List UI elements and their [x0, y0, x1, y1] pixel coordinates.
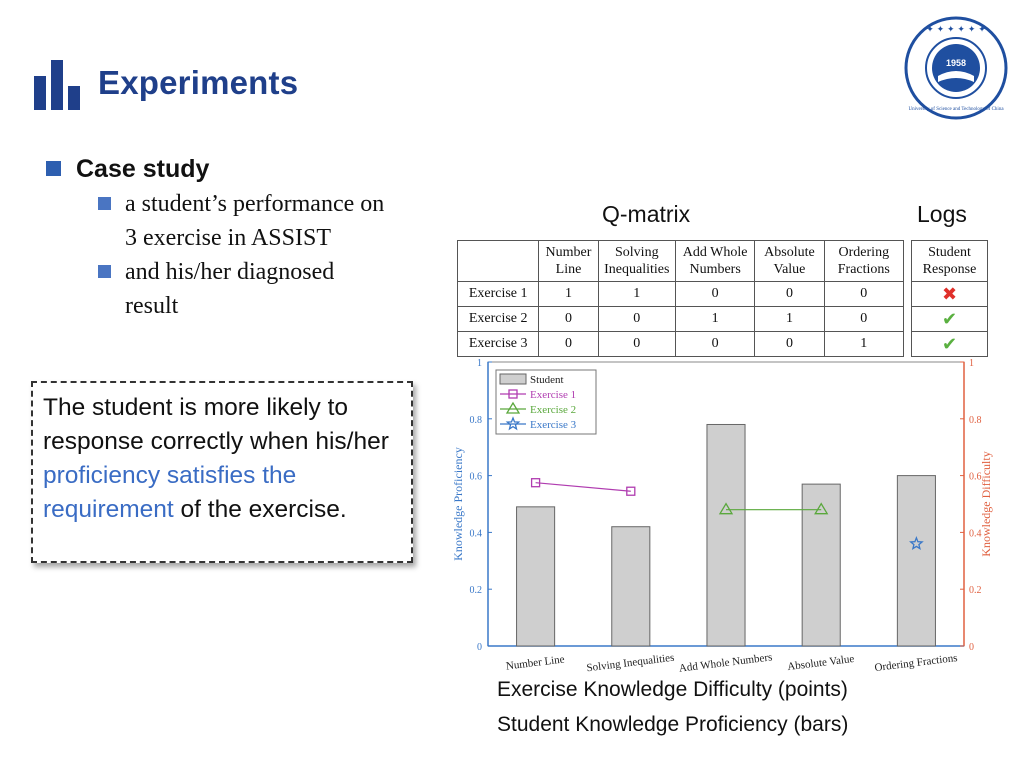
bullet-case-study: Case study: [76, 155, 210, 183]
wrong-cross-icon: ✖: [941, 283, 958, 305]
sub-bullet-square-icon: [98, 197, 111, 210]
university-seal: 1958 ✦ ✦ ✦ ✦ ✦ ✦ University of Science a…: [904, 16, 1008, 120]
right-tick-label: 0.2: [969, 585, 982, 596]
point-marker: [508, 389, 518, 399]
point-marker: [530, 478, 541, 488]
right-tick-label: 0.8: [969, 415, 982, 426]
bar-student: [896, 475, 936, 647]
left-tick-label: 0.2: [470, 585, 483, 596]
point-marker: [626, 486, 636, 496]
correct-check-icon: ✔: [941, 333, 958, 355]
qmatrix-label: Q-matrix: [602, 201, 691, 227]
x-tick-label: Number Line: [505, 653, 565, 672]
proficiency-chart: 0 0 0.2 0.2 0.4 0.4 0.6 0.6 0.8 0.8 1 1 Number Line S…: [451, 358, 993, 674]
logs-table: Student Response ✖ ✔ ✔: [911, 240, 988, 357]
caption-difficulty: Exercise Knowledge Difficulty (points): [497, 678, 848, 701]
series-line: [535, 482, 631, 492]
callout-box: The student is more likely to response c…: [31, 381, 413, 563]
right-tick-label: 0: [969, 642, 974, 653]
legend-swatch-student: [499, 373, 527, 385]
left-tick-label: 0.8: [470, 415, 483, 426]
point-marker: [814, 502, 829, 515]
bar-student: [516, 506, 556, 647]
legend-label: Student: [530, 374, 564, 386]
legend-label: Exercise 3: [530, 419, 577, 431]
bar-student: [611, 526, 651, 647]
seal-year: 1958: [946, 58, 966, 68]
svg-text:✦ ✦ ✦ ✦ ✦ ✦: ✦ ✦ ✦ ✦ ✦ ✦: [926, 25, 986, 35]
x-tick-label: Absolute Value: [787, 653, 855, 673]
right-tick-label: 1: [969, 358, 974, 369]
bar-student: [706, 423, 746, 647]
y-axis-label: Knowledge Proficiency: [451, 447, 465, 561]
point-marker: [505, 401, 521, 414]
sub-bullet-square-icon: [98, 265, 111, 278]
sub-bullet-diagnosed: and his/her diagnosed result: [125, 259, 335, 319]
x-tick-label: Add Whole Numbers: [678, 651, 773, 674]
seal-text: University of Science and Technology of …: [908, 107, 1004, 112]
bar-student: [801, 483, 841, 647]
page-title: Experiments: [98, 64, 299, 101]
left-tick-label: 0.6: [470, 472, 483, 483]
qmatrix-table: Number Line Solving Inequalities Add Whole…: [456, 240, 905, 357]
point-marker: [909, 535, 924, 551]
sub-bullet-performance: a student’s performance on 3 exercise in …: [125, 191, 385, 251]
logo-bars-icon: [34, 60, 80, 110]
caption-proficiency: Student Knowledge Proficiency (bars): [497, 713, 849, 736]
right-tick-label: 0.6: [969, 472, 982, 483]
y-axis-label-right: Knowledge Difficulty: [979, 451, 993, 556]
logs-label: Logs: [917, 201, 967, 227]
point-marker: [718, 502, 734, 515]
correct-check-icon: ✔: [941, 308, 958, 330]
legend-label: Exercise 1: [530, 389, 576, 401]
left-tick-label: 0: [477, 642, 482, 653]
legend-label: Exercise 2: [530, 404, 576, 416]
point-marker: [505, 416, 521, 431]
right-tick-label: 0.4: [969, 528, 982, 539]
bullet-square-icon: [46, 161, 61, 176]
x-tick-label: Solving Inequalities: [586, 652, 675, 674]
callout-highlight: proficiency satisfies the requirement: [43, 462, 297, 523]
left-tick-label: 0.4: [470, 528, 483, 539]
legend-box: [495, 369, 597, 435]
left-tick-label: 1: [477, 358, 482, 369]
x-tick-label: Ordering Fractions: [874, 652, 958, 674]
